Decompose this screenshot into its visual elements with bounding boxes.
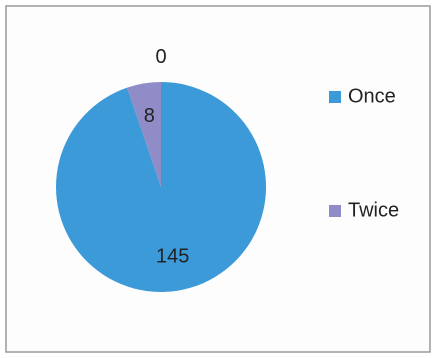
legend-swatch bbox=[329, 205, 341, 217]
legend-label: Once bbox=[348, 85, 396, 107]
data-label: 8 bbox=[144, 105, 155, 127]
data-label: 145 bbox=[156, 246, 189, 268]
legend-swatch bbox=[329, 91, 341, 103]
legend-label: Twice bbox=[348, 199, 399, 221]
data-label: 0 bbox=[155, 46, 166, 68]
pie-slice bbox=[56, 82, 267, 293]
pie-slice bbox=[127, 82, 161, 187]
